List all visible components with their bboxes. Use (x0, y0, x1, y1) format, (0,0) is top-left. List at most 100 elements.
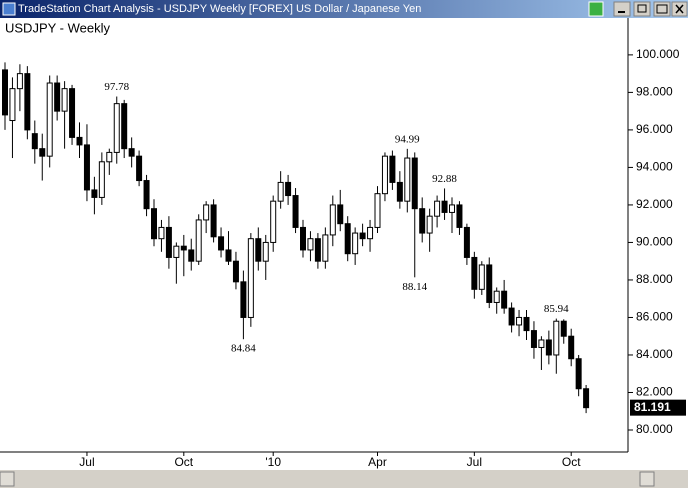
maximize-glyph (656, 4, 668, 14)
candle-body (2, 69, 8, 116)
candle-body (31, 133, 38, 150)
high-annotation: 94.99 (395, 133, 420, 145)
candle-body (374, 193, 381, 228)
candle-body (478, 264, 485, 290)
candle-body (449, 204, 455, 213)
candle-body (419, 208, 426, 234)
candle-body (240, 281, 247, 318)
x-tick-label: Jul (467, 455, 482, 469)
window-title: TradeStation Chart Analysis - USDJPY Wee… (18, 3, 421, 15)
chart-title: USDJPY - Weekly (5, 20, 110, 35)
candle-body (262, 241, 269, 262)
candle-body (300, 226, 306, 251)
candle-body (583, 388, 590, 409)
candle-body (151, 208, 157, 240)
last-value-box (630, 399, 686, 416)
restore-button[interactable] (633, 1, 651, 17)
candle-body (493, 290, 500, 303)
candle-body (560, 320, 567, 337)
candle-body (553, 320, 560, 356)
candle-body (352, 232, 359, 255)
candle-body (508, 307, 515, 326)
close-glyph (675, 4, 684, 14)
minimize-button[interactable] (613, 1, 631, 17)
candle-body (575, 358, 582, 390)
candle-body (530, 330, 537, 348)
candle-body (128, 148, 135, 157)
candle-body (225, 249, 232, 262)
high-annotation: 97.78 (104, 81, 129, 93)
scroll-right[interactable] (639, 471, 655, 487)
candle-body (173, 245, 180, 258)
candle-body (39, 148, 46, 157)
candle-body (232, 260, 239, 283)
plot-area (0, 18, 628, 452)
candle-body (143, 180, 150, 210)
candle-body (247, 238, 254, 318)
scroll-bar[interactable] (0, 470, 688, 488)
candle-body (441, 200, 448, 213)
candle-body (255, 238, 262, 262)
y-tick-label: 84.000 (636, 347, 673, 361)
candle-body (136, 155, 143, 182)
y-tick-label: 90.000 (636, 235, 673, 249)
status-button[interactable] (588, 1, 604, 17)
candle-body (471, 256, 478, 290)
candle-body (314, 238, 321, 262)
candle-body (329, 204, 336, 236)
high-annotation: 92.88 (432, 173, 457, 185)
restore-glyph (637, 4, 647, 13)
candle-body (24, 73, 31, 131)
candle-body (486, 264, 493, 303)
candle-body (344, 223, 351, 255)
candle-body (121, 103, 128, 150)
candle-body (307, 238, 314, 251)
candle-body (367, 226, 374, 240)
candle-body (98, 161, 105, 198)
time-axis (0, 452, 688, 470)
x-tick-label: Oct (174, 455, 193, 469)
low-annotation: 88.14 (402, 281, 427, 293)
candle-body (165, 226, 172, 258)
candle-body (277, 181, 284, 202)
candle-body (501, 290, 508, 309)
maximize-button[interactable] (653, 1, 671, 17)
candle-body (203, 204, 210, 221)
candle-body (9, 88, 16, 122)
candle-body (523, 316, 530, 332)
scroll-left[interactable] (0, 471, 15, 487)
candle-body (411, 157, 418, 210)
candle-body (426, 215, 433, 234)
candle-body (270, 200, 277, 243)
candle-body (545, 339, 552, 356)
x-tick-label: '10 (265, 455, 281, 469)
y-tick-label: 100.000 (636, 47, 680, 61)
candle-body (404, 157, 411, 202)
x-tick-label: Jul (79, 455, 94, 469)
candle-body (292, 195, 299, 228)
x-tick-label: Oct (562, 455, 581, 469)
candle-body (158, 226, 165, 240)
candle-body (463, 226, 470, 258)
candle-body (54, 82, 61, 112)
candle-body (538, 339, 545, 348)
y-tick-label: 94.000 (636, 160, 673, 174)
candle-body (210, 204, 217, 238)
candle-body (46, 82, 53, 157)
candle-body (16, 73, 23, 90)
candle-body (322, 234, 329, 262)
candle-body (69, 88, 76, 138)
candle-body (337, 204, 344, 225)
candle-body (516, 316, 523, 326)
candle-body (434, 200, 441, 217)
candle-body (359, 232, 366, 240)
candle-body (188, 249, 195, 262)
candle-body (76, 136, 83, 146)
candle-body (113, 103, 120, 153)
price-axis (628, 18, 688, 452)
last-value-label: 81.191 (634, 400, 671, 414)
y-tick-label: 98.000 (636, 85, 673, 99)
candle-body (389, 155, 396, 183)
title-bar (0, 0, 688, 18)
